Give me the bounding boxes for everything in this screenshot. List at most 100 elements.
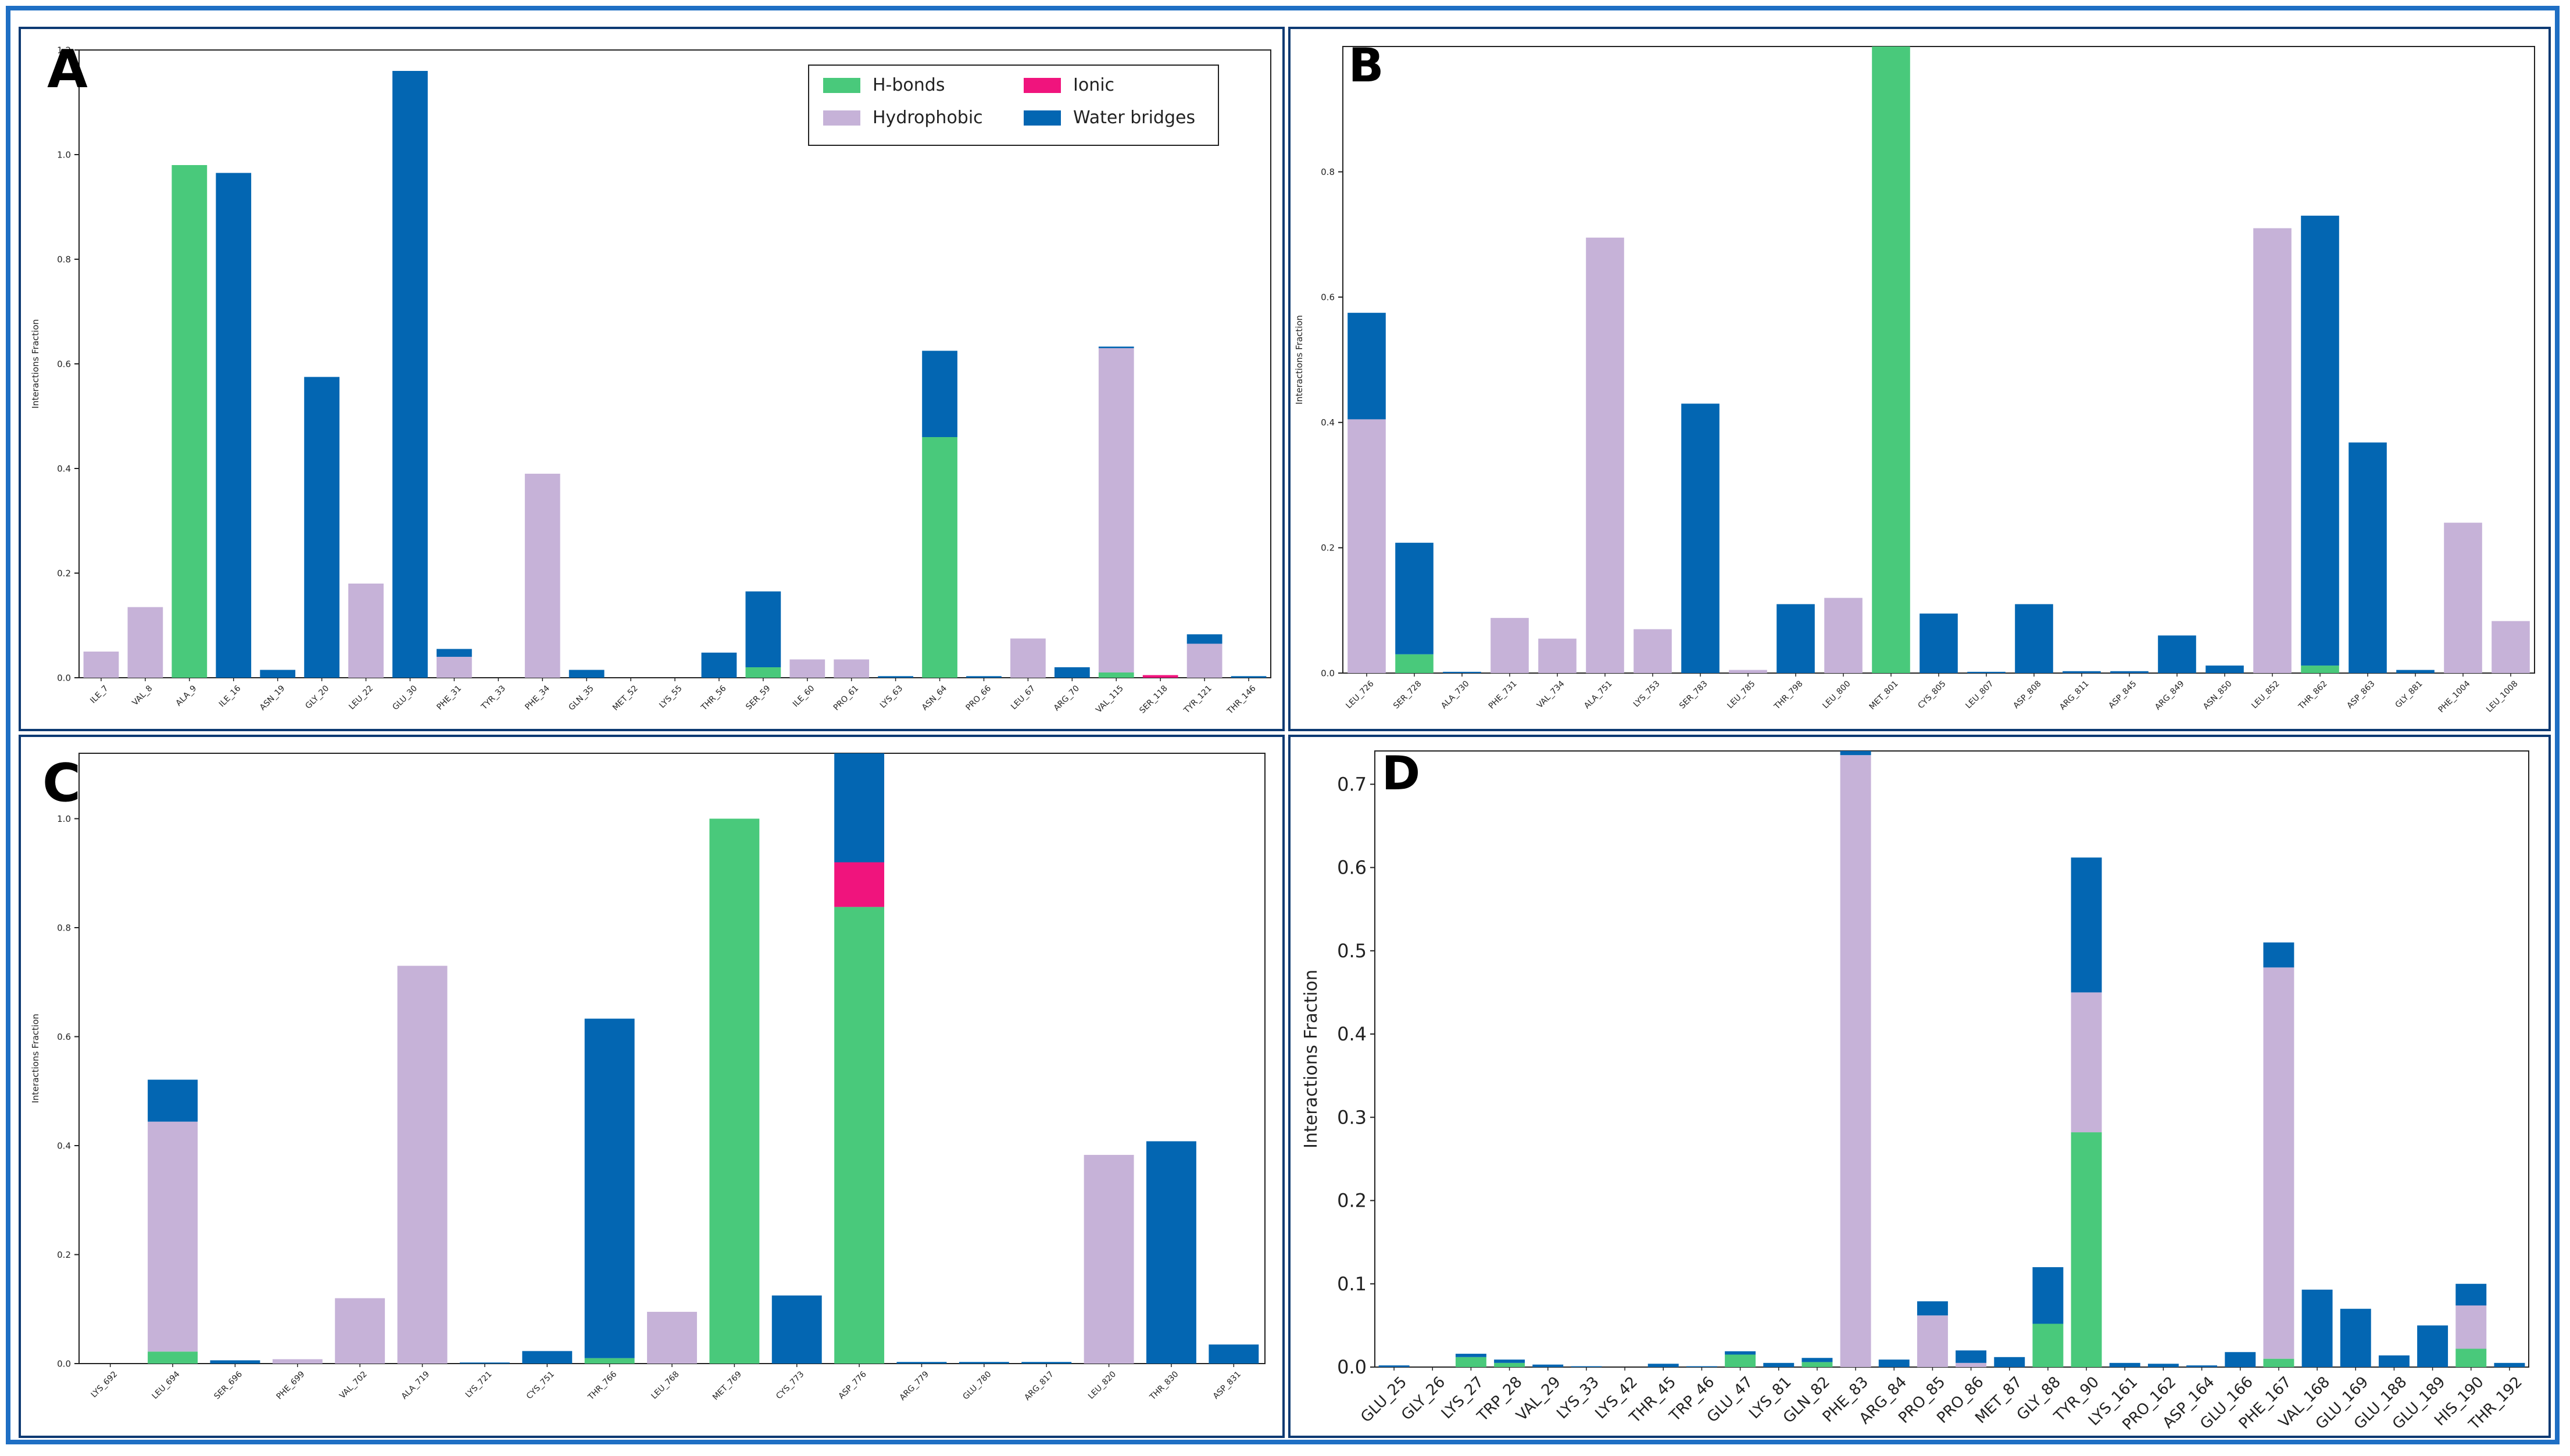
bar-water-asn_64 bbox=[922, 350, 957, 437]
bar-water-thr_56 bbox=[701, 652, 737, 678]
bar-water-thr_862 bbox=[2301, 216, 2339, 666]
bar-hydrophobic-leu_768 bbox=[647, 1311, 697, 1364]
legend-swatch-hydrophobic bbox=[823, 110, 860, 126]
bar-hbonds-thr_862 bbox=[2301, 666, 2339, 673]
bar-water-phe_83 bbox=[1840, 751, 1871, 756]
x-tick-label: MET_52 bbox=[611, 684, 640, 713]
x-tick-label: VAL_702 bbox=[338, 1369, 369, 1401]
bar-water-tyr_121 bbox=[1186, 634, 1223, 644]
y-tick-label: 0.4 bbox=[57, 1140, 71, 1151]
x-tick-label: LEU_820 bbox=[1086, 1369, 1118, 1401]
x-tick-label: SER_728 bbox=[1392, 679, 1424, 711]
y-tick-label: 1.0 bbox=[57, 149, 71, 160]
x-tick-label: ILE_7 bbox=[88, 684, 110, 705]
x-tick-label: ILE_60 bbox=[791, 684, 817, 709]
bar-hydrophobic-his_190 bbox=[2455, 1305, 2487, 1349]
bar-hydrophobic-ile_7 bbox=[83, 652, 119, 678]
bar-hbonds-val_115 bbox=[1098, 672, 1134, 678]
panel-c: 0.0 0.2 0.4 0.6 0.8 1.0 Interactions Fraction L… bbox=[19, 735, 1285, 1438]
x-tick-label: LEU_852 bbox=[2250, 679, 2281, 710]
bar-water-thr_146 bbox=[1231, 676, 1267, 678]
bar-hydrophobic-val_115 bbox=[1098, 348, 1134, 672]
y-tick-label: 0.4 bbox=[1321, 417, 1335, 428]
x-tick-label: PHE_31 bbox=[435, 684, 463, 712]
y-tick-label: 0.8 bbox=[57, 254, 71, 264]
bar-hbonds-his_190 bbox=[2455, 1348, 2487, 1367]
x-tick-label: LYS_33 bbox=[1553, 1373, 1603, 1423]
legend-label-ionic: Ionic bbox=[1073, 75, 1114, 95]
x-tick-label: GLY_20 bbox=[303, 684, 331, 711]
x-tick-label: ALA_9 bbox=[174, 684, 199, 708]
bar-water-asp_776 bbox=[834, 753, 885, 863]
bar-water-phe_167 bbox=[2263, 942, 2294, 968]
x-tick-label: ARG_811 bbox=[2058, 679, 2090, 711]
bar-hbonds-lys_27 bbox=[1455, 1357, 1486, 1367]
x-tick-label: GLN_35 bbox=[567, 684, 595, 712]
bar-water-ser_696 bbox=[210, 1360, 260, 1364]
bar-water-thr_192 bbox=[2494, 1362, 2525, 1367]
bar-hbonds-glu_47 bbox=[1725, 1354, 1756, 1367]
bar-water-pro_162 bbox=[2147, 1364, 2179, 1367]
bar-water-ala_730 bbox=[1443, 671, 1481, 673]
x-tick-label: GLY_26 bbox=[1398, 1373, 1449, 1424]
y-axis-label: Interactions Fraction bbox=[1301, 970, 1321, 1149]
panel-a: 0.0 0.2 0.4 0.6 0.8 1.0 1.2 Interactions Fracti… bbox=[19, 27, 1285, 731]
bar-water-thr_830 bbox=[1146, 1141, 1196, 1364]
x-tick-label: GLY_881 bbox=[2394, 679, 2425, 710]
x-tick-label: LYS_63 bbox=[878, 684, 905, 710]
bar-hydrophobic-phe_731 bbox=[1490, 618, 1529, 673]
bar-hbonds-thr_766 bbox=[584, 1358, 635, 1364]
x-tick-label: LYS_753 bbox=[1632, 679, 1662, 709]
bar-hydrophobic-val_8 bbox=[127, 607, 163, 678]
x-tick-label: ARG_817 bbox=[1023, 1369, 1055, 1402]
bar-water-pro_85 bbox=[1917, 1301, 1948, 1316]
x-tick-label: ARG_779 bbox=[898, 1369, 931, 1402]
x-tick-label: ARG_849 bbox=[2153, 679, 2186, 711]
x-tick-label: ASP_776 bbox=[837, 1369, 868, 1401]
y-tick-label: 0.0 bbox=[57, 672, 71, 683]
bar-water-gly_88 bbox=[2032, 1267, 2064, 1324]
bar-water-cys_751 bbox=[522, 1351, 573, 1364]
bar-hydrophobic-phe_34 bbox=[524, 474, 560, 678]
bar-water-glu_25 bbox=[1378, 1365, 1410, 1367]
bar-water-asp_845 bbox=[2110, 671, 2149, 673]
bar-water-lys_33 bbox=[1571, 1366, 1602, 1367]
chart-b: 0.0 0.2 0.4 0.6 0.8 Interactions Fraction LEU_… bbox=[1294, 38, 2535, 714]
bar-hydrophobic-ala_719 bbox=[397, 965, 448, 1364]
bar-hydrophobic-ile_60 bbox=[789, 659, 825, 678]
bar-hbonds-gln_82 bbox=[1801, 1362, 1833, 1367]
bar-water-tyr_90 bbox=[2071, 857, 2102, 993]
bar-water-lys_81 bbox=[1763, 1362, 1795, 1367]
x-tick-label: SER_696 bbox=[212, 1369, 244, 1401]
bar-water-arg_817 bbox=[1021, 1362, 1072, 1364]
bar-hydrophobic-tyr_121 bbox=[1186, 643, 1223, 678]
y-tick-label: 0.0 bbox=[57, 1358, 71, 1369]
bar-hydrophobic-val_734 bbox=[1538, 638, 1577, 673]
x-tick-label: LEU_22 bbox=[347, 684, 375, 711]
y-tick-label: 0.6 bbox=[1337, 857, 1367, 879]
x-tick-label: VAL_8 bbox=[131, 684, 155, 707]
x-tick-label: PHE_1004 bbox=[2436, 679, 2472, 714]
x-tick-label: THR_146 bbox=[1225, 684, 1257, 716]
y-tick-label: 0.3 bbox=[1337, 1106, 1367, 1128]
axes-frame bbox=[1374, 750, 2529, 1368]
bar-hbonds-leu_694 bbox=[148, 1351, 198, 1364]
bar-water-glu_169 bbox=[2340, 1308, 2371, 1367]
x-tick-label: LEU_800 bbox=[1821, 679, 1852, 710]
bar-hydrophobic-phe_1004 bbox=[2444, 523, 2482, 673]
x-tick-label: LEU_694 bbox=[150, 1369, 181, 1401]
bar-water-asn_850 bbox=[2206, 666, 2244, 673]
bar-hbonds-tyr_90 bbox=[2071, 1132, 2102, 1367]
chart-c: 0.0 0.2 0.4 0.6 0.8 1.0 Interactions Fraction L… bbox=[30, 753, 1266, 1403]
bar-water-val_115 bbox=[1098, 346, 1134, 348]
chart-a: 0.0 0.2 0.4 0.6 0.8 1.0 1.2 Interactions Fracti… bbox=[30, 39, 1271, 717]
x-tick-label: PRO_61 bbox=[832, 684, 861, 713]
x-tick-label: ASP_808 bbox=[2011, 679, 2043, 710]
bar-water-gln_82 bbox=[1801, 1358, 1833, 1362]
bar-water-lys_27 bbox=[1455, 1354, 1486, 1357]
x-tick-label: ALA_751 bbox=[1582, 679, 1614, 710]
x-tick-label: LEU_67 bbox=[1009, 684, 1037, 711]
bar-water-lys_63 bbox=[878, 676, 913, 678]
bar-ionic-asp_776 bbox=[834, 862, 885, 907]
bar-hbonds-trp_28 bbox=[1494, 1362, 1525, 1367]
